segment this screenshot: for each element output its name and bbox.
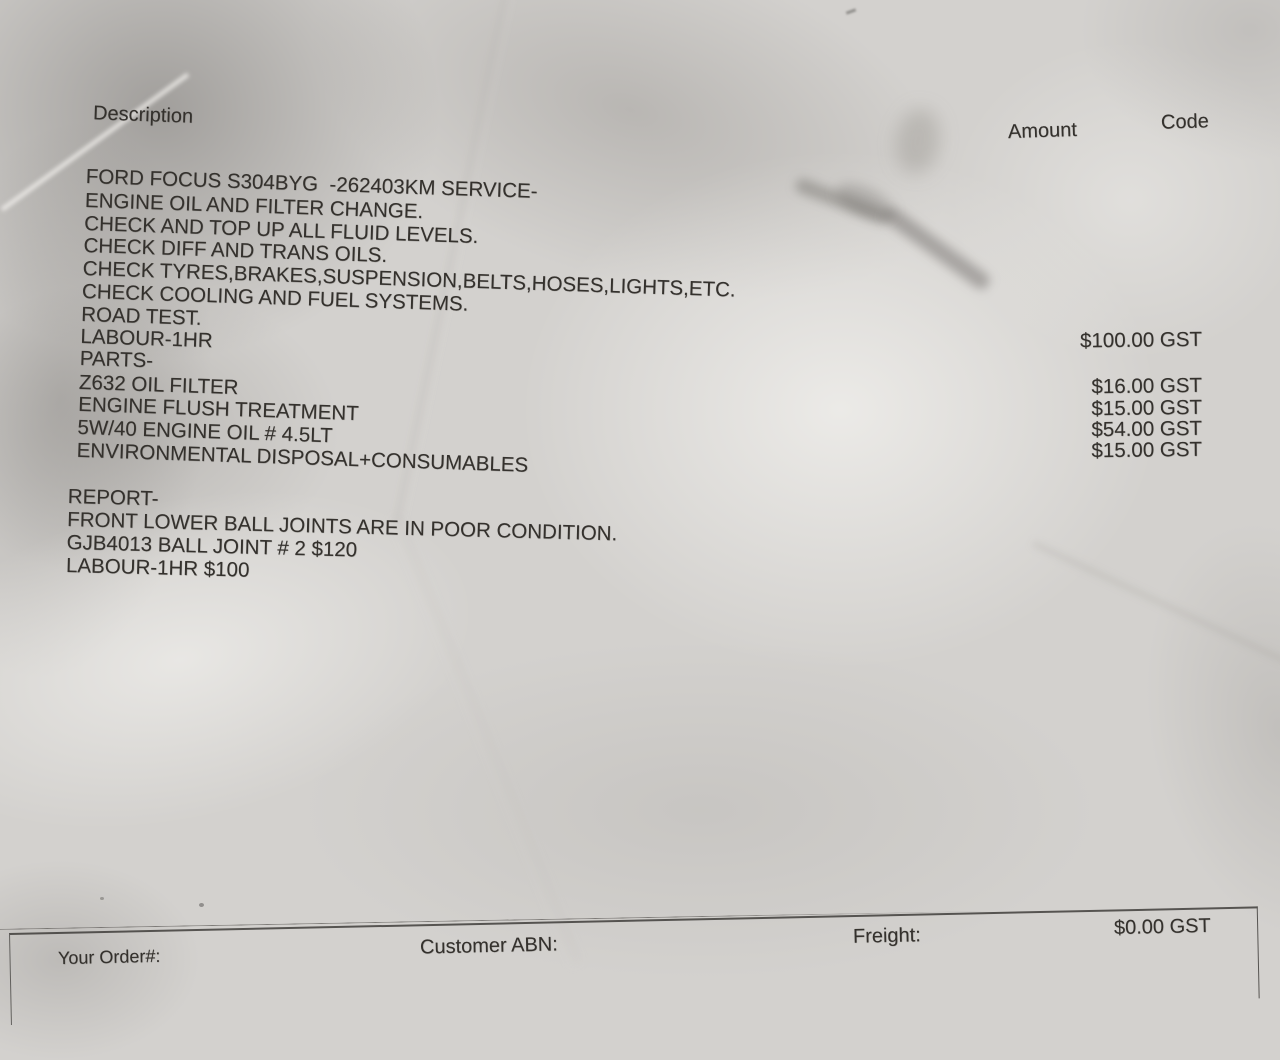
report-line: GJB4013 BALL JOINT # 2 $120 bbox=[66, 530, 358, 562]
service-line: FORD FOCUS S304BYG -262403KM SERVICE- bbox=[85, 165, 538, 203]
crease-right-mid bbox=[1032, 541, 1280, 664]
service-line: LABOUR-1HR bbox=[80, 324, 213, 353]
service-line: Z632 OIL FILTER bbox=[78, 370, 239, 400]
service-line: ROAD TEST. bbox=[80, 302, 202, 330]
report-line: LABOUR-1HR $100 bbox=[65, 553, 250, 582]
amount-value: $15.00 GST bbox=[1091, 395, 1203, 421]
totals-box bbox=[9, 906, 1260, 1025]
crease-shadow-junction bbox=[831, 176, 899, 226]
paper-shade-midleft-gray bbox=[0, 280, 340, 580]
crease-catchlight-topleft bbox=[0, 72, 190, 212]
amount-value: $16.00 GST bbox=[1091, 373, 1203, 399]
amount-value: $54.00 GST bbox=[1091, 416, 1203, 442]
service-line: 5W/40 ENGINE OIL # 4.5LT bbox=[77, 415, 333, 448]
crease-shadow-arm-left bbox=[793, 176, 893, 227]
footer-abn-label: Customer ABN: bbox=[419, 933, 559, 959]
service-line: ENGINE OIL AND FILTER CHANGE. bbox=[84, 188, 424, 224]
service-line: CHECK AND TOP UP ALL FLUID LEVELS. bbox=[83, 211, 479, 249]
paper-shade-topleft-dark bbox=[0, 0, 440, 360]
service-line: CHECK TYRES,BRAKES,SUSPENSION,BELTS,HOSE… bbox=[82, 256, 736, 302]
paper-highlight-right-upper bbox=[950, 40, 1280, 360]
service-line: PARTS- bbox=[79, 346, 154, 373]
amount-column: $100.00 GST $16.00 GST $15.00 GST $54.00… bbox=[1079, 327, 1203, 463]
footer-freight-value: $0.00 GST bbox=[1113, 914, 1211, 940]
service-line: ENVIRONMENTAL DISPOSAL+CONSUMABLES bbox=[76, 438, 529, 477]
paper-speck bbox=[845, 8, 857, 15]
paper-shade-left-band bbox=[0, 105, 239, 695]
report-line: FRONT LOWER BALL JOINTS ARE IN POOR COND… bbox=[66, 507, 618, 546]
service-line: CHECK COOLING AND FUEL SYSTEMS. bbox=[81, 279, 469, 316]
paper-shade-top-gray-band bbox=[264, 0, 996, 370]
paper-speck bbox=[199, 903, 204, 907]
crease-shadow-arm-right bbox=[881, 204, 993, 293]
footer-freight-label: Freight: bbox=[852, 924, 922, 948]
crease-smudge bbox=[890, 104, 946, 178]
paper-shade-topright bbox=[1080, 0, 1280, 160]
column-header-description: Description bbox=[92, 102, 194, 128]
column-header-amount: Amount bbox=[1007, 118, 1078, 144]
column-header-code: Code bbox=[1160, 110, 1210, 134]
service-line: CHECK DIFF AND TRANS OILS. bbox=[83, 233, 388, 268]
amount-value: $15.00 GST bbox=[1091, 437, 1203, 463]
paper-highlight-center bbox=[520, 150, 1160, 670]
report-line: REPORT- bbox=[67, 485, 159, 511]
report-block: REPORT- FRONT LOWER BALL JOINTS ARE IN P… bbox=[65, 485, 618, 582]
amount-value: $100.00 GST bbox=[1079, 327, 1203, 353]
footer-order-label: Your Order#: bbox=[57, 945, 161, 969]
service-line: ENGINE FLUSH TREATMENT bbox=[77, 392, 360, 426]
paper-speck bbox=[100, 897, 104, 900]
paper-shade-right-edge bbox=[1109, 497, 1280, 963]
service-description-block: FORD FOCUS S304BYG -262403KM SERVICE- EN… bbox=[76, 165, 736, 477]
paper-highlight-lowerleft-wedge bbox=[0, 436, 509, 884]
crease-vertical-lower bbox=[393, 516, 579, 964]
crease-vertical-upper bbox=[395, 0, 511, 525]
